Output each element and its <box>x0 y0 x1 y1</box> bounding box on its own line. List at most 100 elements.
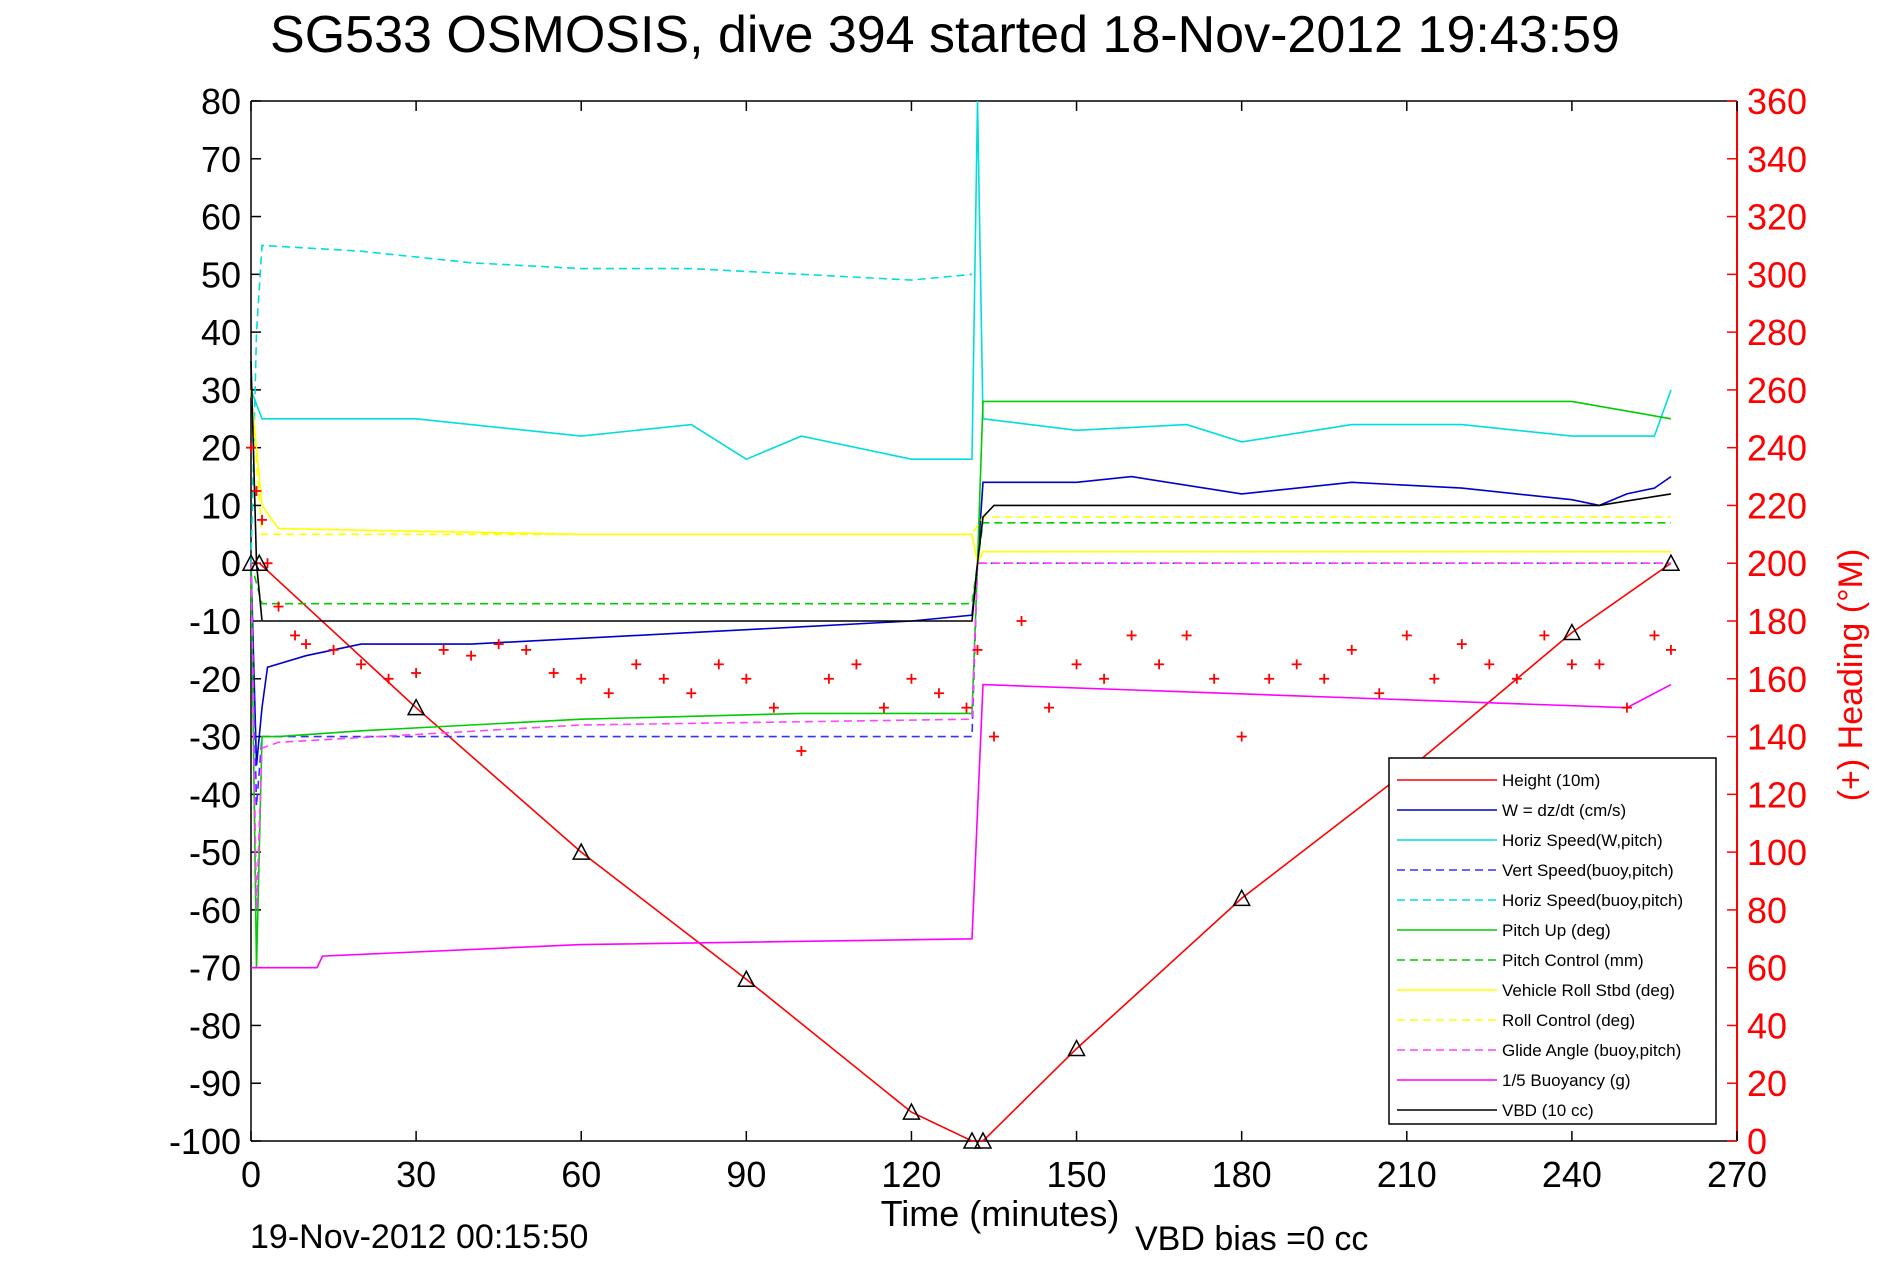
legend-label: W = dz/dt (cm/s) <box>1502 801 1626 820</box>
heading-point <box>989 731 999 742</box>
y-tick-label: -90 <box>189 1063 241 1104</box>
series-line-4 <box>250 244 973 564</box>
y-right-tick-label: 20 <box>1747 1063 1787 1104</box>
heading-point <box>576 673 587 684</box>
y-tick-label: 80 <box>201 81 241 122</box>
heading-point <box>1649 630 1660 641</box>
heading-point <box>906 673 917 684</box>
legend-label: Vehicle Roll Stbd (deg) <box>1502 981 1675 1000</box>
y-tick-label: 70 <box>201 139 241 180</box>
legend-label: Glide Angle (buoy,pitch) <box>1502 1041 1681 1060</box>
y-right-tick-label: 140 <box>1747 717 1807 758</box>
legend-label: Height (10m) <box>1502 771 1600 790</box>
heading-point <box>972 644 983 655</box>
heading-point <box>466 650 477 661</box>
x-tick-label: 90 <box>726 1154 766 1195</box>
y-right-tick-label: 60 <box>1747 948 1787 989</box>
heading-point <box>933 688 944 699</box>
x-tick-label: 150 <box>1047 1154 1107 1195</box>
height-marker <box>962 1131 982 1149</box>
y-tick-label: 40 <box>201 312 241 353</box>
heading-point <box>823 673 834 684</box>
height-markers <box>241 553 1681 1149</box>
y-right-tick-label: 340 <box>1747 139 1807 180</box>
legend-items: Height (10m) W = dz/dt (cm/s) Horiz Speed(… <box>1397 771 1683 1120</box>
heading-point <box>1594 659 1605 670</box>
y-tick-label: 0 <box>221 543 241 584</box>
height-marker <box>1562 622 1582 641</box>
heading-point <box>521 644 532 655</box>
y-tick-label: -40 <box>189 774 241 815</box>
heading-point <box>1539 630 1550 641</box>
heading-point <box>328 644 339 655</box>
heading-point <box>290 630 301 641</box>
y-right-tick-label: 200 <box>1747 543 1807 584</box>
height-marker <box>1661 553 1681 571</box>
heading-point <box>686 688 697 699</box>
heading-point <box>1236 731 1247 742</box>
y-right-tick-label: 0 <box>1747 1121 1767 1162</box>
y-right-tick-label: 160 <box>1747 659 1807 700</box>
heading-point <box>1665 644 1676 655</box>
heading-point <box>1209 673 1220 684</box>
legend-label: VBD (10 cc) <box>1502 1101 1594 1120</box>
heading-point <box>273 601 284 612</box>
y-tick-label: -60 <box>189 890 241 931</box>
heading-point <box>1126 630 1137 641</box>
heading-point <box>383 673 394 684</box>
y-right-tick-label: 40 <box>1747 1005 1787 1046</box>
y-tick-label: 60 <box>201 197 241 238</box>
y-tick-label: -70 <box>189 948 241 989</box>
heading-point <box>961 702 972 713</box>
height-marker <box>902 1102 921 1120</box>
heading-point <box>631 659 642 670</box>
heading-point <box>411 668 422 678</box>
y-right-tick-label: 240 <box>1747 428 1807 469</box>
height-marker <box>1067 1038 1086 1057</box>
heading-point <box>438 644 449 655</box>
x-tick-label: 60 <box>561 1154 601 1195</box>
heading-point <box>246 442 256 453</box>
legend-label: Horiz Speed(W,pitch) <box>1502 831 1663 850</box>
heading-point <box>1264 673 1275 684</box>
height-marker <box>1232 888 1251 907</box>
y-tick-label: 10 <box>201 485 241 526</box>
heading-point <box>1044 702 1055 713</box>
legend-box <box>1388 757 1717 1125</box>
heading-point <box>257 514 268 525</box>
series-line-6 <box>250 521 1671 605</box>
height-marker <box>406 698 426 716</box>
y-tick-label: -20 <box>189 659 241 700</box>
y-right-tick-label: 300 <box>1747 254 1807 295</box>
x-axis-label: Time (minutes) <box>881 1193 1120 1234</box>
footer-timestamp: 19-Nov-2012 00:15:50 <box>250 1218 588 1256</box>
heading-point <box>713 659 724 670</box>
x-tick-label: 30 <box>396 1154 436 1195</box>
heading-point <box>851 659 862 670</box>
y-tick-label: 30 <box>201 370 241 411</box>
y-right-tick-labels: 3603403203002802602402202001801601401201… <box>1747 81 1807 1162</box>
series-line-2 <box>250 100 1672 461</box>
heading-point <box>1401 630 1412 641</box>
y-tick-label: 20 <box>201 428 241 469</box>
series-line-10 <box>251 683 1672 969</box>
y-tick-label: 50 <box>201 254 241 295</box>
y-tick-label: -80 <box>189 1005 241 1046</box>
y-tick-label: -100 <box>169 1121 241 1162</box>
heading-point <box>878 702 889 713</box>
footer-vbd-bias: VBD bias =0 cc <box>1135 1220 1368 1258</box>
y-right-tick-label: 260 <box>1747 370 1807 411</box>
series-line-11 <box>250 360 1672 622</box>
heading-point <box>301 639 312 650</box>
heading-point <box>1429 673 1440 684</box>
heading-point <box>603 688 614 699</box>
heading-point <box>1071 659 1082 670</box>
legend-label: Pitch Up (deg) <box>1502 921 1611 940</box>
series-line-5 <box>250 400 1672 968</box>
heading-point <box>768 702 779 713</box>
heading-point <box>658 673 669 684</box>
heading-point <box>1181 630 1192 641</box>
heading-layer <box>246 442 1676 756</box>
heading-point <box>1291 659 1302 670</box>
y-right-tick-label: 100 <box>1747 832 1807 873</box>
